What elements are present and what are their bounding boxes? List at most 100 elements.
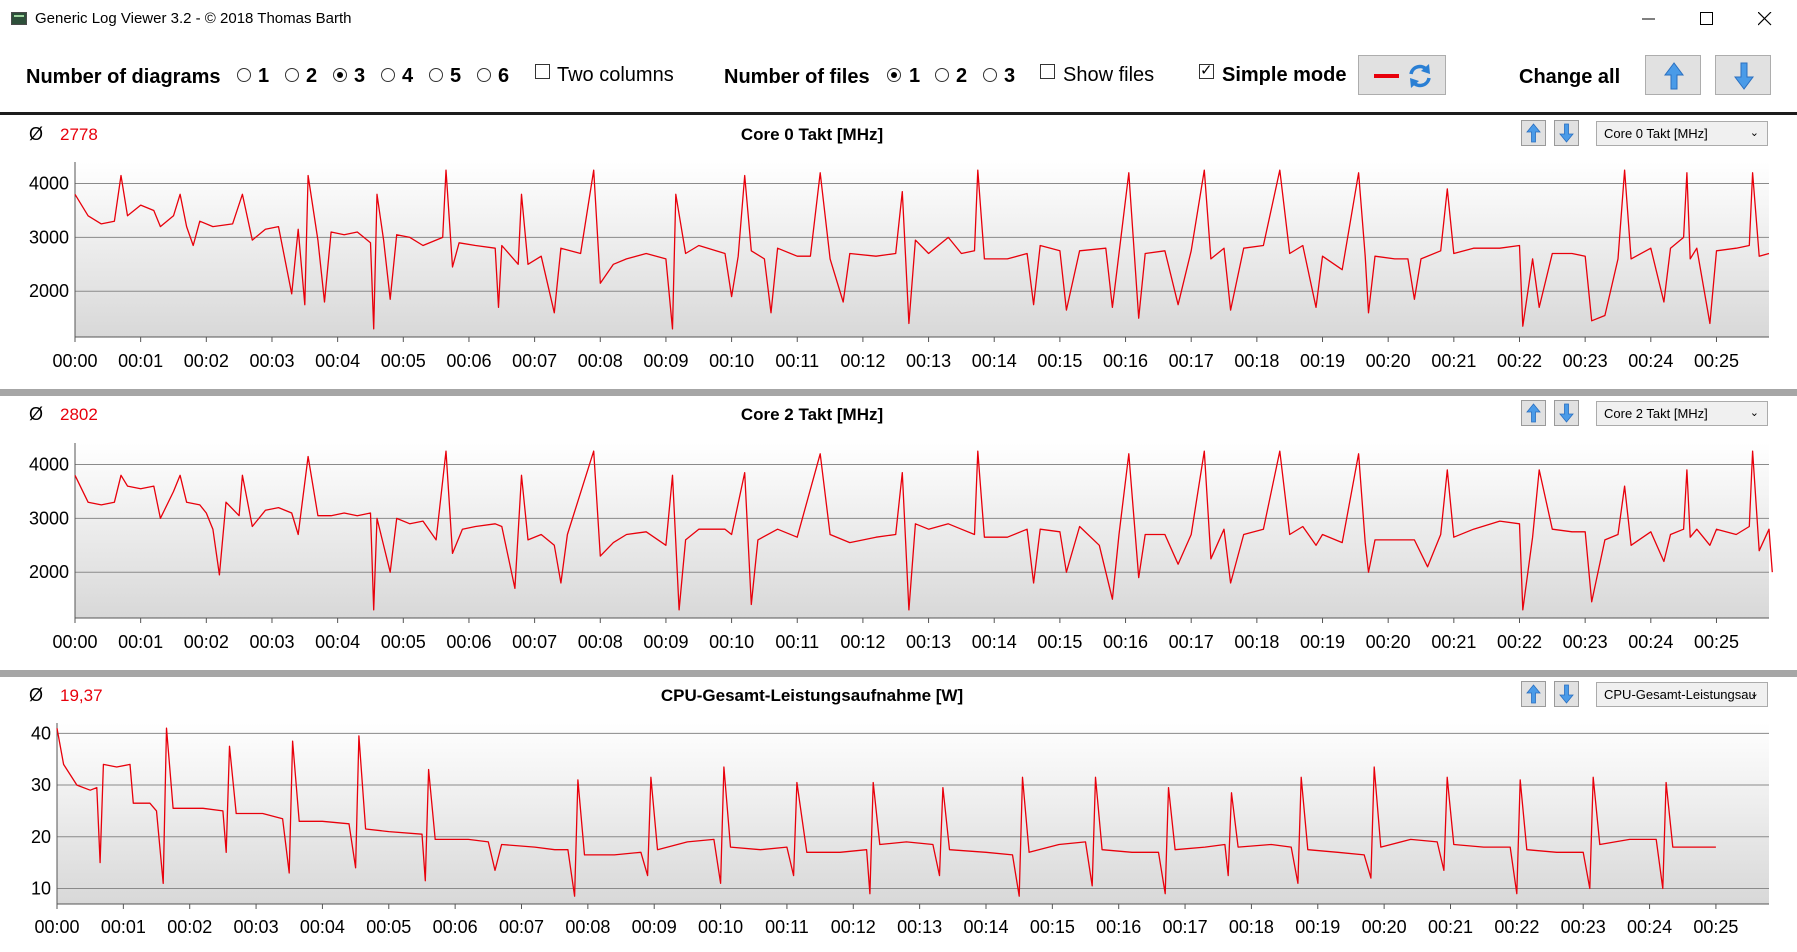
simple-mode-checkbox[interactable] <box>1199 61 1214 79</box>
arrow-up-icon <box>1526 123 1541 143</box>
files-radio-1[interactable] <box>887 68 901 82</box>
change-all-label: Change all <box>1519 66 1621 88</box>
panel-move-up-button[interactable] <box>1521 400 1546 426</box>
plot-area <box>75 162 1769 337</box>
diagrams-radio-label-4: 4 <box>402 65 414 87</box>
x-tick-label: 00:06 <box>446 632 491 652</box>
diagrams-label: Number of diagrams <box>26 66 221 88</box>
x-tick-label: 00:02 <box>184 632 229 652</box>
channel-select[interactable]: Core 2 Takt [MHz] ⌄ <box>1596 401 1768 426</box>
maximize-icon <box>1700 12 1713 25</box>
panel-move-down-button[interactable] <box>1554 400 1579 426</box>
diagrams-radio-2[interactable] <box>285 68 299 82</box>
x-tick-label: 00:21 <box>1431 632 1476 652</box>
arrow-down-icon <box>1559 123 1574 143</box>
x-tick-label: 00:17 <box>1169 632 1214 652</box>
x-tick-label: 00:03 <box>234 917 279 937</box>
x-tick-label: 00:10 <box>698 917 743 937</box>
x-tick-label: 00:04 <box>315 632 360 652</box>
line-color-refresh-button[interactable] <box>1358 55 1446 95</box>
toolbar-separator <box>0 112 1797 115</box>
y-tick-label: 20 <box>31 827 51 847</box>
simple-mode-label: Simple mode <box>1222 64 1347 86</box>
refresh-icon <box>1409 64 1431 88</box>
chart-core2: 2000 3000 4000 00:00 00:01 00:02 00:03 00:04 00:… <box>29 443 1773 652</box>
channel-select[interactable]: Core 0 Takt [MHz] ⌄ <box>1596 121 1768 146</box>
x-tick-label: 00:09 <box>632 917 677 937</box>
diagrams-radio-5[interactable] <box>429 68 443 82</box>
panel-move-up-button[interactable] <box>1521 681 1546 707</box>
x-tick-label: 00:01 <box>118 351 163 371</box>
diagrams-radio-4[interactable] <box>381 68 395 82</box>
two-columns-checkbox[interactable] <box>535 64 550 79</box>
diagrams-radio-label-2: 2 <box>306 65 318 87</box>
x-tick-label: 00:09 <box>643 351 688 371</box>
x-tick-label: 00:18 <box>1229 917 1274 937</box>
x-tick-label: 00:02 <box>167 917 212 937</box>
channel-select-value: Core 0 Takt [MHz] <box>1604 126 1708 141</box>
panel-divider <box>0 389 1797 396</box>
x-tick-label: 00:08 <box>578 351 623 371</box>
x-tick-label: 00:18 <box>1234 351 1279 371</box>
x-tick-label: 00:12 <box>840 632 885 652</box>
x-tick-label: 00:07 <box>512 632 557 652</box>
x-tick-label: 00:06 <box>433 917 478 937</box>
channel-select-value: Core 2 Takt [MHz] <box>1604 406 1708 421</box>
files-radio-2[interactable] <box>935 68 949 82</box>
maximize-button[interactable] <box>1678 0 1736 38</box>
x-tick-label: 00:01 <box>101 917 146 937</box>
show-files-checkbox[interactable] <box>1040 64 1055 79</box>
channel-select[interactable]: CPU-Gesamt-Leistungsau ⌄ <box>1596 682 1768 707</box>
files-radio-3[interactable] <box>983 68 997 82</box>
files-radio-label-2: 2 <box>956 65 968 87</box>
x-tick-label: 00:19 <box>1300 632 1345 652</box>
x-tick-label: 00:07 <box>499 917 544 937</box>
x-tick-label: 00:25 <box>1694 351 1739 371</box>
panel-move-up-button[interactable] <box>1521 120 1546 146</box>
x-tick-label: 00:11 <box>775 632 819 652</box>
x-tick-label: 00:23 <box>1563 632 1608 652</box>
average-symbol: Ø <box>29 404 44 424</box>
x-tick-label: 00:08 <box>578 632 623 652</box>
x-tick-label: 00:05 <box>381 632 426 652</box>
x-tick-label: 00:16 <box>1096 917 1141 937</box>
x-tick-label: 00:23 <box>1563 351 1608 371</box>
app-icon <box>11 12 27 25</box>
x-tick-label: 00:06 <box>446 351 491 371</box>
x-tick-label: 00:12 <box>840 351 885 371</box>
average-symbol: Ø <box>29 685 44 705</box>
diagrams-radio-6[interactable] <box>477 68 491 82</box>
series-line <box>74 450 1773 611</box>
x-tick-label: 00:00 <box>52 632 97 652</box>
arrow-down-icon <box>1559 684 1574 704</box>
diagrams-radio-3[interactable] <box>333 68 347 82</box>
y-tick-label: 30 <box>31 775 51 795</box>
panel-divider <box>0 670 1797 677</box>
panel-move-down-button[interactable] <box>1554 120 1579 146</box>
average-symbol: Ø <box>29 124 44 144</box>
diagrams-radio-label-6: 6 <box>498 65 510 87</box>
series-line <box>74 169 1770 330</box>
average-value: 2802 <box>60 405 98 424</box>
x-tick-label: 00:17 <box>1163 917 1208 937</box>
x-tick-label: 00:14 <box>972 351 1017 371</box>
files-label: Number of files <box>724 66 870 88</box>
diagrams-radio-1[interactable] <box>237 68 251 82</box>
y-tick-label: 2000 <box>29 562 69 582</box>
x-tick-label: 00:13 <box>906 351 951 371</box>
x-tick-label: 00:24 <box>1628 351 1673 371</box>
two-columns-label: Two columns <box>557 64 674 86</box>
x-tick-label: 00:25 <box>1694 632 1739 652</box>
x-tick-label: 00:11 <box>765 917 809 937</box>
move-down-all-button[interactable] <box>1715 55 1771 95</box>
close-button[interactable] <box>1736 0 1794 38</box>
x-tick-label: 00:10 <box>709 351 754 371</box>
move-up-all-button[interactable] <box>1645 55 1701 95</box>
x-tick-label: 00:24 <box>1627 917 1672 937</box>
x-tick-label: 00:05 <box>366 917 411 937</box>
x-tick-label: 00:09 <box>643 632 688 652</box>
arrow-up-icon <box>1526 403 1541 423</box>
panel-move-down-button[interactable] <box>1554 681 1579 707</box>
y-tick-label: 3000 <box>29 508 69 528</box>
minimize-button[interactable] <box>1620 0 1678 38</box>
